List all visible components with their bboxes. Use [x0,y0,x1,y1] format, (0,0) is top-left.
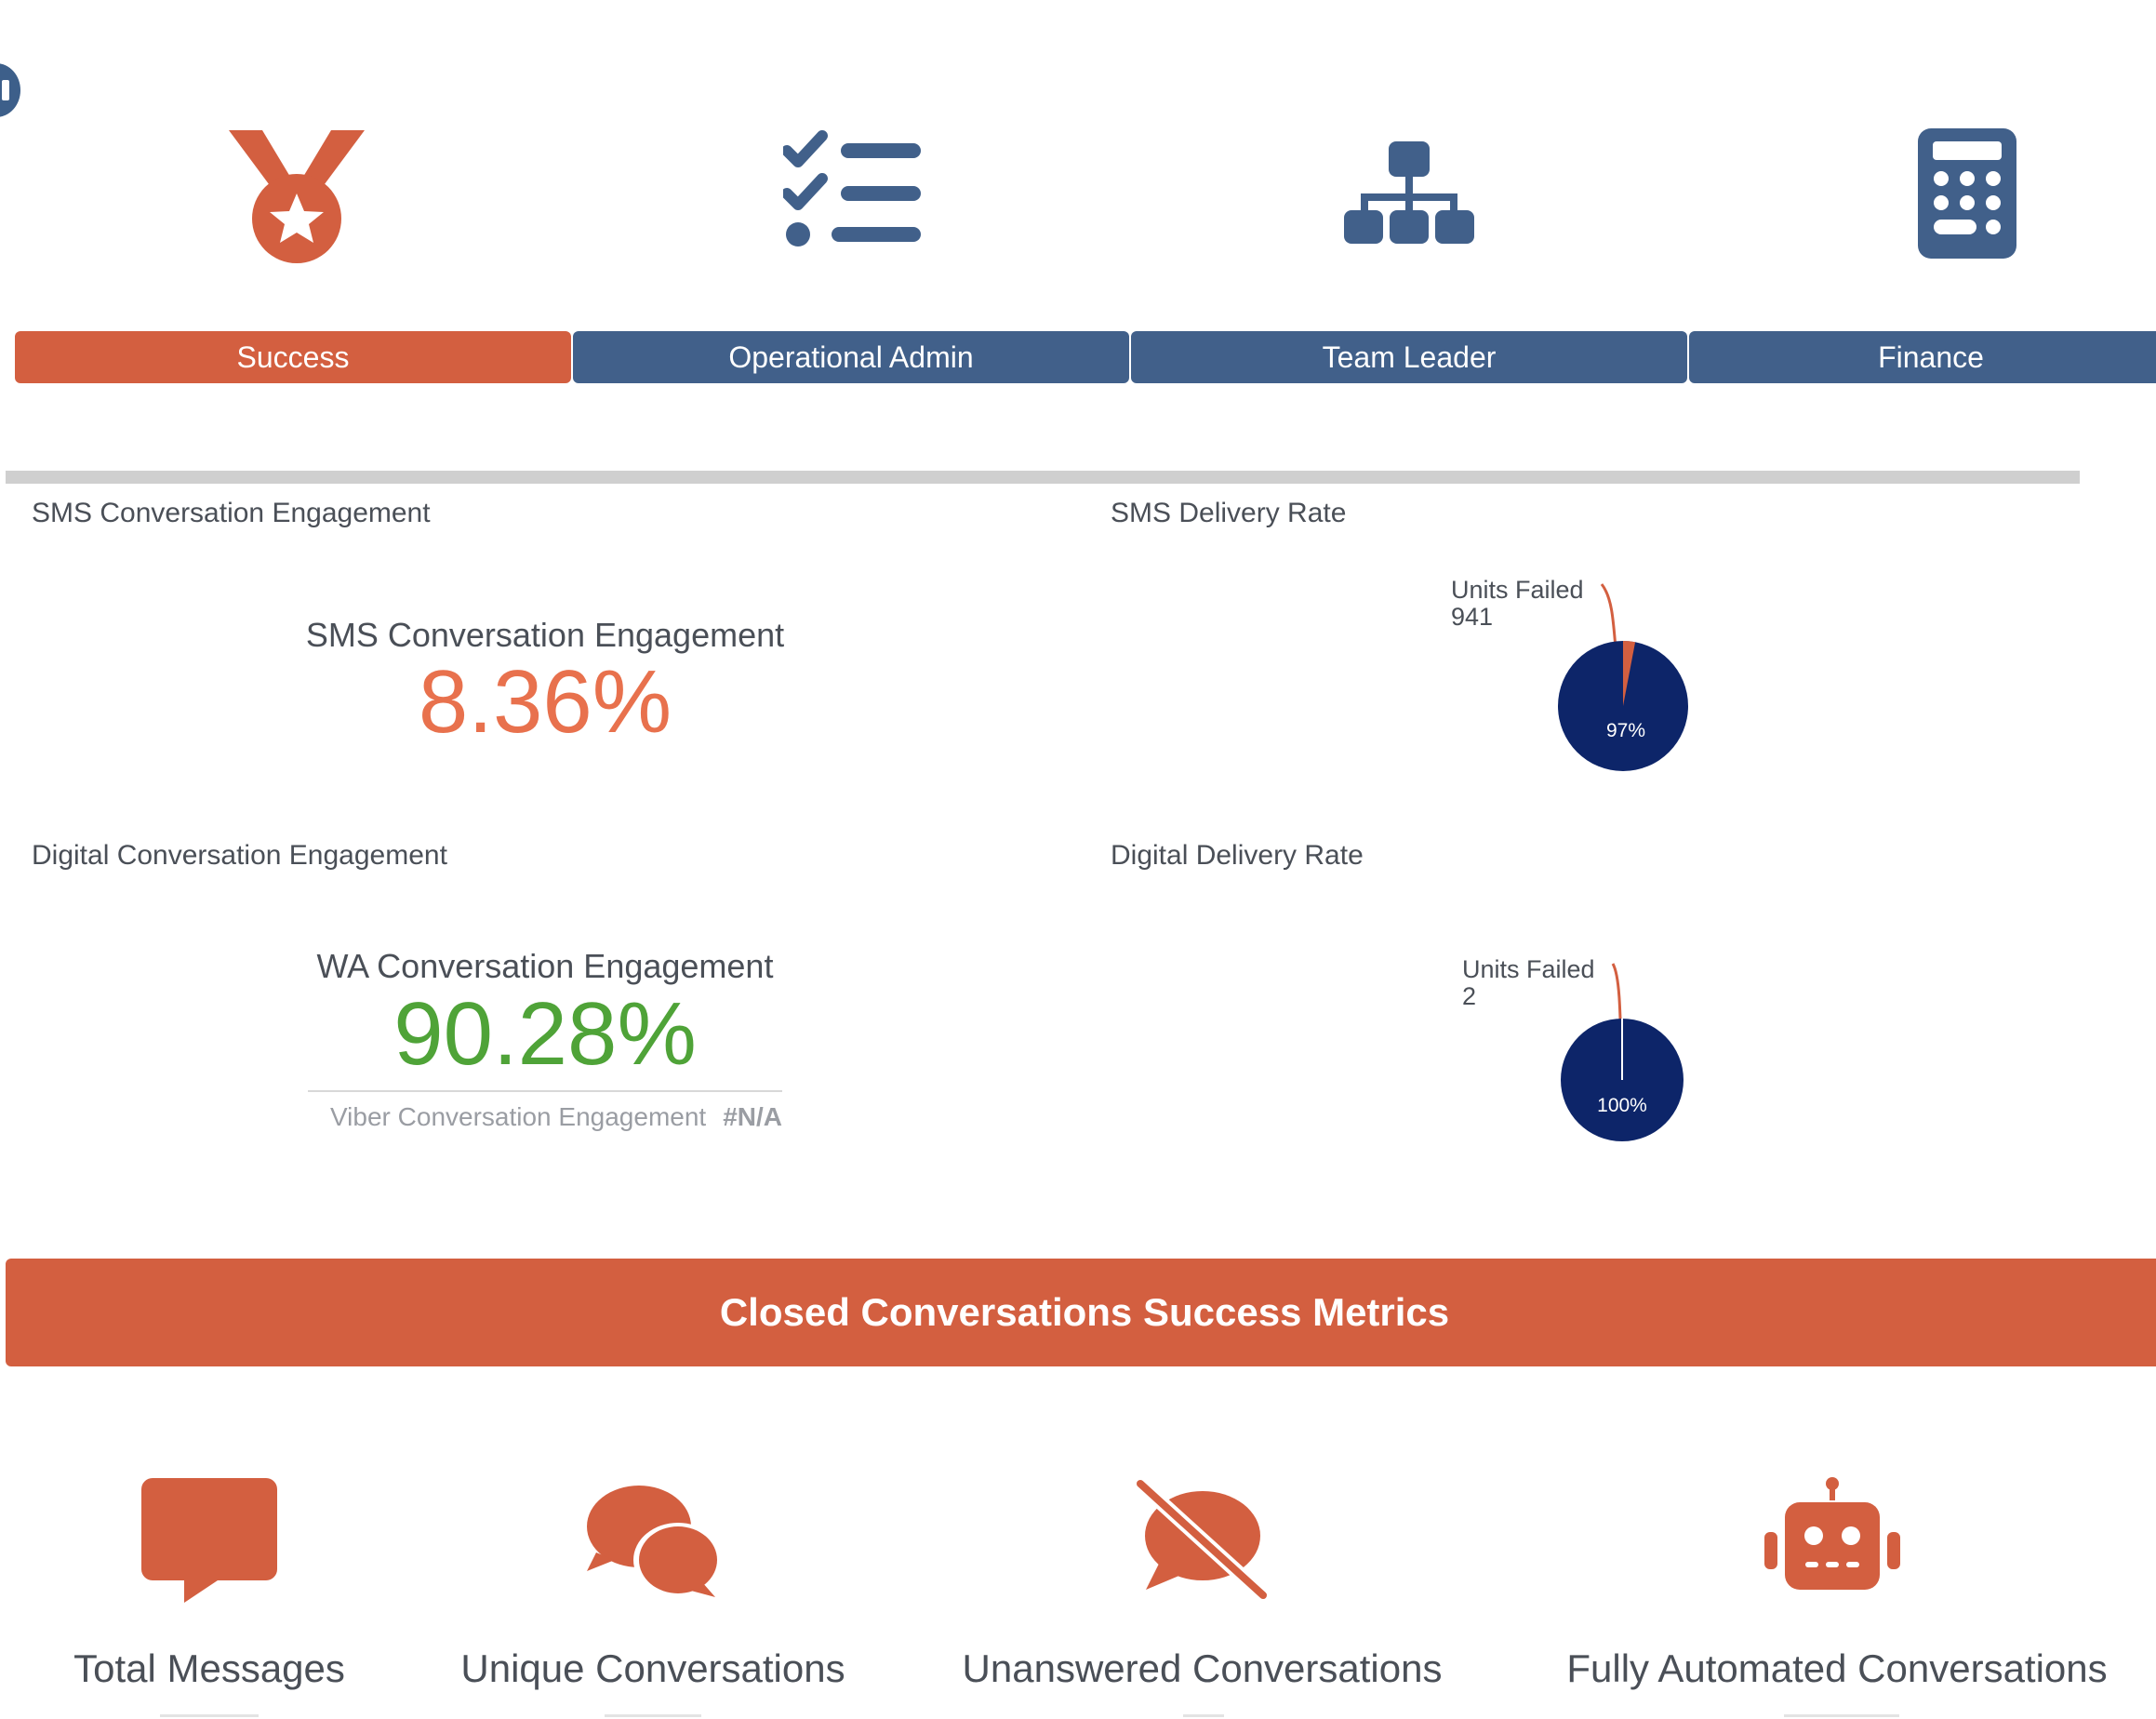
metric-label-fully-automated: Fully Automated Conversations [1566,1646,2108,1690]
metric-rule [1784,1714,1899,1717]
pie-inner-label: 100% [1597,1095,1647,1116]
comments-icon [583,1474,723,1605]
kpi-rule [308,1090,782,1092]
tab-finance[interactable]: Finance [1689,331,2156,383]
metric-rule [160,1714,259,1717]
pie-slice-failed [1623,640,1636,706]
panel-title-sms-engagement: SMS Conversation Engagement [32,498,431,528]
tab-success[interactable]: Success [15,331,571,383]
calculator-icon [1897,121,2037,265]
section-divider [6,471,2080,484]
message-icon [140,1474,279,1605]
pie-chart-digital-delivery: 100% [1561,963,1684,1141]
robot-icon [1763,1474,1902,1605]
panel-title-digital-delivery: Digital Delivery Rate [1111,840,1364,871]
panel-title-sms-delivery: SMS Delivery Rate [1111,498,1347,528]
pie-callout-label: Units Failed [1462,955,1595,983]
pie-callout-label: Units Failed [1451,576,1584,604]
panel-title-digital-engagement: Digital Conversation Engagement [32,840,447,871]
kpi-sub-label: Viber Conversation Engagement [330,1102,707,1131]
kpi-sub-viber: Viber Conversation Engagement #N/A [308,1102,782,1132]
metric-label-total-messages: Total Messages [73,1646,345,1690]
pie-callout-digital: Units Failed 2 [1462,956,1595,1010]
kpi-value-wa-engagement: 90.28% [393,984,697,1084]
metric-label-unanswered-conversations: Unanswered Conversations [962,1646,1443,1690]
pie-inner-label: 97% [1606,720,1645,741]
kpi-label-wa-engagement: WA Conversation Engagement [316,947,774,985]
checklist-icon [781,121,923,265]
kpi-sub-value: #N/A [723,1102,782,1131]
tab-operational-admin[interactable]: Operational Admin [573,331,1129,383]
metric-label-unique-conversations: Unique Conversations [460,1646,845,1690]
pie-chart-sms-delivery: 97% [1558,583,1688,771]
pie-callout-sms: Units Failed 941 [1451,577,1584,631]
section-banner: Closed Conversations Success Metrics [6,1259,2156,1366]
comment-slash-icon [1133,1474,1272,1605]
pie-callout-value: 2 [1462,982,1477,1010]
metric-rule [605,1714,701,1717]
info-badge-icon[interactable] [0,63,20,117]
kpi-value-sms-engagement: 8.36% [418,652,672,752]
org-chart-icon [1340,121,1480,265]
kpi-label-sms-engagement: SMS Conversation Engagement [305,616,785,654]
pie-callout-value: 941 [1451,603,1494,631]
metric-rule [1183,1714,1224,1717]
medal-icon [227,121,366,265]
tab-team-leader[interactable]: Team Leader [1131,331,1687,383]
